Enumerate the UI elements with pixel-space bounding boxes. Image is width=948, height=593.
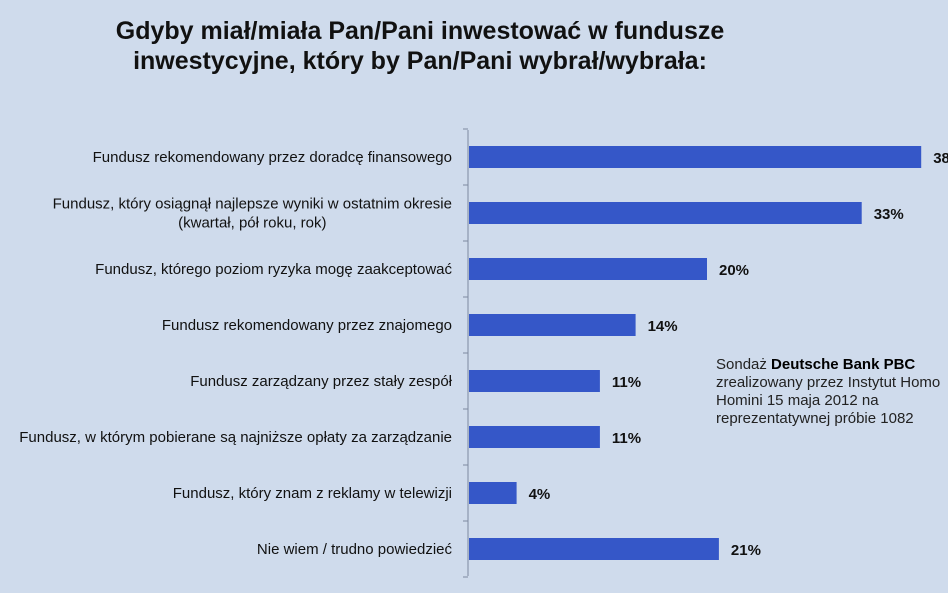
category-label: Fundusz rekomendowany przez znajomego [162, 317, 452, 334]
data-label: 14% [648, 318, 678, 335]
note-prefix: Sondaż [716, 356, 772, 373]
note-line: Homini 15 maja 2012 na [716, 392, 879, 409]
bar [469, 258, 707, 280]
data-label: 33% [874, 206, 904, 223]
category-label: Nie wiem / trudno powiedzieć [257, 541, 453, 558]
data-label: 20% [719, 262, 749, 279]
bar [469, 482, 517, 504]
category-label: Fundusz, który osiągnął najlepsze wyniki… [53, 196, 452, 213]
note-line: reprezentatywnej próbie 1082 [716, 410, 914, 427]
category-label: Fundusz, w którym pobierane są najniższe… [19, 429, 452, 446]
bar [469, 202, 862, 224]
bar [469, 538, 719, 560]
bar [469, 370, 600, 392]
category-label: (kwartał, pół roku, rok) [178, 215, 326, 232]
category-label: Fundusz, który znam z reklamy w telewizj… [173, 485, 452, 502]
category-label: Fundusz zarządzany przez stały zespół [190, 373, 452, 390]
data-label: 38% [933, 150, 948, 167]
data-label: 11% [612, 374, 641, 391]
note-bold: Deutsche Bank PBC [771, 356, 916, 373]
bar [469, 146, 922, 168]
category-label: Fundusz rekomendowany przez doradcę fina… [93, 149, 452, 166]
data-label: 4% [529, 486, 551, 503]
data-label: 11% [612, 430, 641, 447]
note-line: zrealizowany przez Instytut Homo [716, 374, 941, 391]
chart-title: Gdyby miał/miała Pan/Pani inwestować w f… [115, 17, 725, 75]
bar [469, 426, 600, 448]
source-note: Sondaż Deutsche Bank PBC zrealizowany pr… [716, 356, 940, 428]
data-label: 21% [731, 542, 761, 559]
category-label: Fundusz, którego poziom ryzyka mogę zaak… [95, 261, 452, 278]
bar [469, 314, 636, 336]
